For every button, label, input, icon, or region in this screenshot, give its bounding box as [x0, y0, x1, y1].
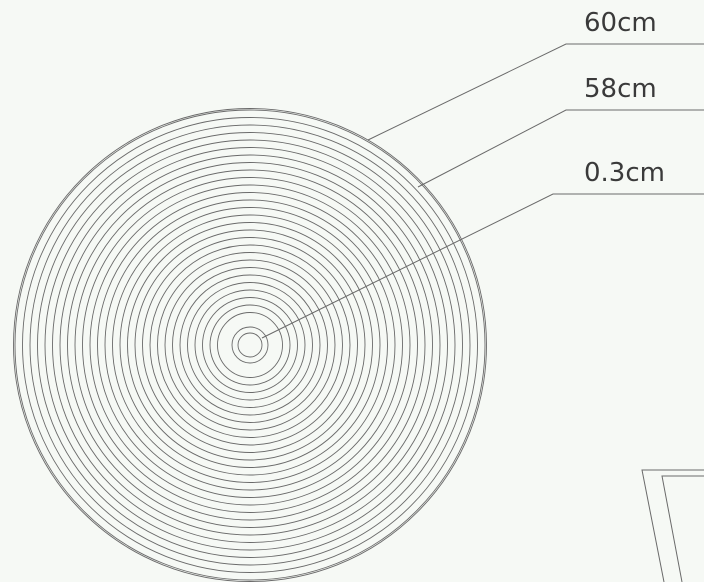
ring-6: [59, 154, 441, 536]
ring-8: [74, 169, 426, 521]
ring-29: [231, 326, 269, 364]
leader-line-center: [261, 193, 704, 339]
ring-7: [67, 162, 433, 528]
ring-15: [127, 222, 373, 468]
ring-4: [44, 139, 456, 551]
label-outer-diameter: 60cm: [584, 8, 657, 38]
ring-28: [13, 108, 487, 582]
ring-10: [89, 184, 411, 506]
corner-frame-inner: [661, 475, 704, 582]
ring-0: [14, 109, 486, 581]
ring-21: [172, 267, 328, 423]
ring-5: [52, 147, 448, 543]
ring-23: [187, 282, 313, 408]
label-inner-diameter: 58cm: [584, 74, 657, 104]
ring-20: [164, 259, 336, 431]
ring-16: [134, 229, 366, 461]
ring-22: [179, 274, 321, 416]
ring-30: [237, 332, 263, 358]
ring-12: [104, 199, 396, 491]
ring-18: [149, 244, 351, 446]
ring-26: [209, 304, 291, 386]
ring-11: [97, 192, 403, 498]
ring-9: [82, 177, 418, 513]
label-center-hole: 0.3cm: [584, 158, 665, 188]
ring-27: [217, 312, 283, 378]
ring-3: [37, 132, 463, 558]
corner-frame: [641, 469, 704, 582]
ring-24: [194, 289, 306, 401]
ring-2: [29, 124, 471, 566]
ring-19: [157, 252, 343, 438]
ring-17: [142, 237, 358, 453]
ring-13: [112, 207, 388, 483]
leader-line-outer: [367, 43, 704, 141]
leader-line-inner: [417, 109, 704, 188]
ring-14: [119, 214, 381, 476]
concentric-rings: [13, 108, 487, 582]
ring-25: [202, 297, 298, 393]
ring-1: [22, 117, 478, 573]
